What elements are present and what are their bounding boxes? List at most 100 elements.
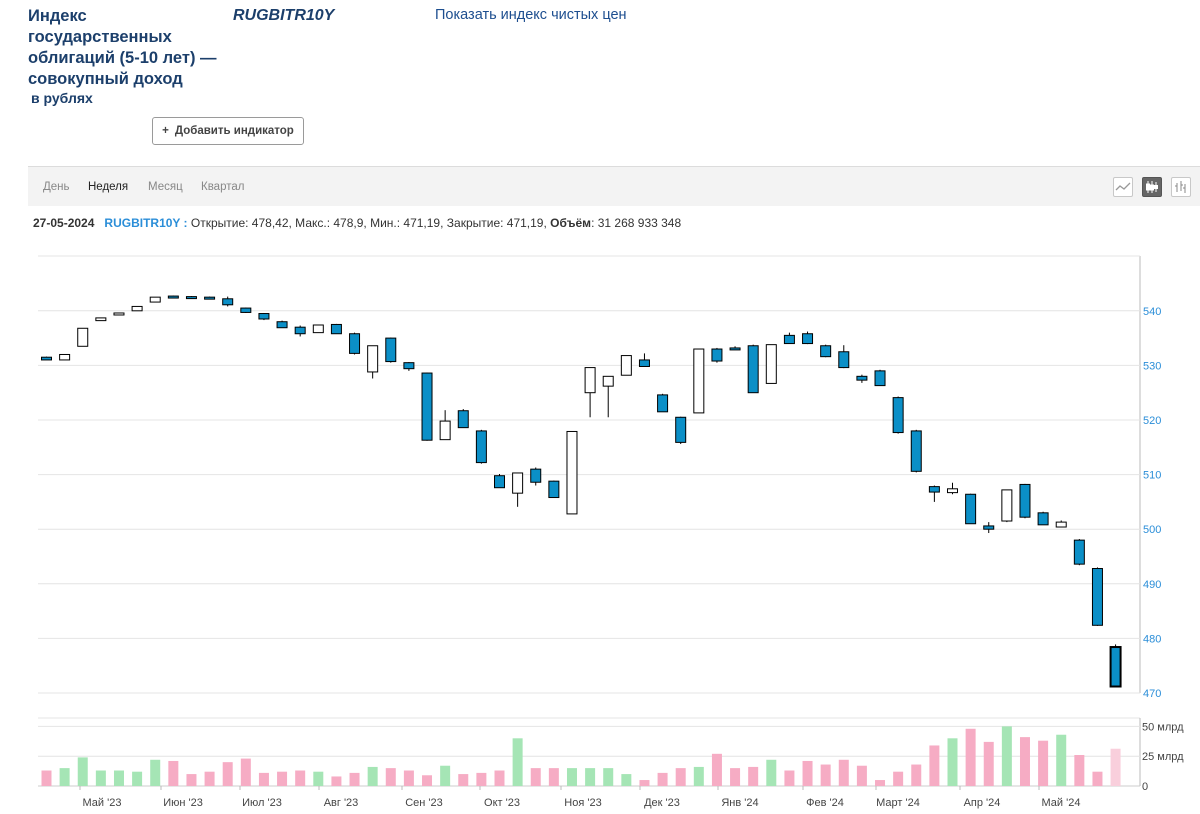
month-label: Май '23 <box>83 797 122 809</box>
volume-bar <box>1056 734 1067 786</box>
candle-body <box>729 347 741 351</box>
candle-body <box>1055 521 1067 528</box>
tab-day[interactable]: День <box>43 181 70 193</box>
candle-body <box>693 348 705 414</box>
volume-tick-label: 25 млрд <box>1142 751 1184 763</box>
price-tick-label: 500 <box>1143 524 1161 536</box>
volume-bar <box>566 768 577 786</box>
candle-body <box>711 348 723 362</box>
candlestick-chart-icon[interactable] <box>1142 177 1162 197</box>
candle-body <box>602 375 614 387</box>
volume-bar <box>403 770 414 786</box>
volume-bar <box>784 770 795 786</box>
price-tick-label: 540 <box>1143 306 1161 318</box>
tab-week[interactable]: Неделя <box>88 181 129 193</box>
volume-bar <box>295 770 306 786</box>
add-indicator-label: Добавить индикатор <box>174 125 294 137</box>
candle-body <box>1091 568 1103 626</box>
page-subtitle: в рублях <box>31 90 93 106</box>
candle-body <box>457 410 469 429</box>
candle-body <box>222 298 234 306</box>
volume-tick-label: 50 млрд <box>1142 721 1184 733</box>
candle-body <box>566 430 578 515</box>
price-tick-label: 530 <box>1143 360 1161 372</box>
volume-bar <box>440 765 451 786</box>
candle-body <box>185 296 197 300</box>
ohlc-bars-icon[interactable] <box>1171 177 1191 197</box>
volume-bar <box>222 762 233 786</box>
volume-bar <box>603 768 614 786</box>
candle-body <box>77 327 89 347</box>
volume-bar <box>512 738 523 786</box>
volume-bar <box>59 768 70 786</box>
volume-bar <box>331 776 342 786</box>
candle-body <box>892 397 904 434</box>
candle-body <box>820 345 832 358</box>
volume-bar <box>802 760 813 786</box>
volume-bar <box>349 772 360 786</box>
candle-body <box>312 324 324 334</box>
month-label: Окт '23 <box>484 797 520 809</box>
volume-bar <box>530 768 541 786</box>
volume-bar <box>621 774 632 786</box>
candle-body <box>584 367 596 394</box>
volume-bar <box>548 768 559 786</box>
candle-body <box>294 326 306 335</box>
candle-body <box>765 344 777 384</box>
volume-bar <box>711 753 722 786</box>
candle-body <box>475 430 487 464</box>
candle-body <box>838 351 850 369</box>
candle-body <box>403 362 415 370</box>
volume-bar <box>476 772 487 786</box>
volume-bar <box>204 771 215 786</box>
volume-bar <box>41 770 52 786</box>
month-label: Март '24 <box>876 797 920 809</box>
chart-toolbar: День Неделя Месяц Квартал <box>28 166 1200 206</box>
volume-bar <box>983 741 994 786</box>
line-chart-icon[interactable] <box>1113 177 1133 197</box>
volume-bar <box>186 774 197 786</box>
tab-month[interactable]: Месяц <box>148 181 183 193</box>
volume-bar <box>313 771 324 786</box>
month-label: Авг '23 <box>324 797 359 809</box>
candle-body <box>965 493 977 525</box>
info-date: 27-05-2024 <box>33 216 95 230</box>
month-label: Май '24 <box>1042 797 1081 809</box>
add-indicator-button[interactable]: + Добавить индикатор <box>152 117 304 145</box>
candle-body <box>149 296 161 303</box>
candle-body <box>1019 483 1031 518</box>
volume-bar <box>240 758 251 786</box>
ohlc-info-line: 27-05-2024 RUGBITR10Y : Открытие: 478,42… <box>33 216 681 230</box>
clean-price-index-link[interactable]: Показать индекс чистых цен <box>435 7 627 23</box>
candle-body <box>113 312 125 316</box>
volume-bar <box>639 780 650 786</box>
month-label: Янв '24 <box>721 797 758 809</box>
volume-bar <box>1038 740 1049 786</box>
volume-bar <box>893 771 904 786</box>
month-label: Июл '23 <box>242 797 282 809</box>
volume-bar <box>277 771 288 786</box>
candle-body <box>512 472 524 494</box>
candle-body <box>1001 489 1013 522</box>
tab-quarter[interactable]: Квартал <box>201 181 245 193</box>
volume-bar <box>95 770 106 786</box>
month-label: Ноя '23 <box>564 797 601 809</box>
candle-body <box>349 333 361 354</box>
volume-bar <box>113 770 124 786</box>
month-label: Дек '23 <box>644 797 680 809</box>
volume-bar <box>965 728 976 786</box>
volume-bar <box>766 759 777 786</box>
volume-bar <box>77 757 88 786</box>
price-tick-label: 510 <box>1143 470 1161 482</box>
plus-icon: + <box>162 125 169 137</box>
volume-bar <box>258 772 269 786</box>
candle-body <box>802 333 814 345</box>
candle-body <box>983 525 995 530</box>
candle-body <box>494 475 505 489</box>
candle-body <box>530 468 542 483</box>
volume-bar <box>856 765 867 786</box>
candle-body <box>675 416 687 443</box>
volume-bar <box>911 764 922 786</box>
candle-body <box>240 307 252 313</box>
